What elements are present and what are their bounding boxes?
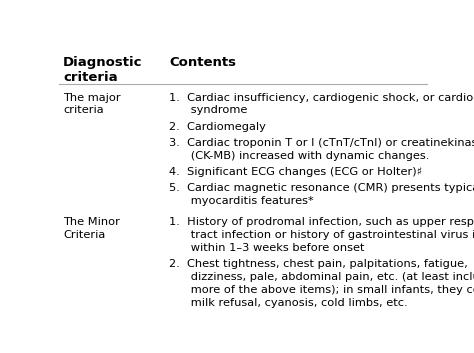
Text: 5.  Cardiac magnetic resonance (CMR) presents typical
      myocarditis features: 5. Cardiac magnetic resonance (CMR) pres… [169,184,474,206]
Text: 2.  Cardiomegaly: 2. Cardiomegaly [169,122,266,132]
Text: The Minor
Criteria: The Minor Criteria [63,217,120,240]
Text: Contents: Contents [169,56,237,69]
Text: The major
criteria: The major criteria [63,92,120,115]
Text: Diagnostic
criteria: Diagnostic criteria [63,56,142,84]
Text: 3.  Cardiac troponin T or I (cTnT/cTnI) or creatinekinase-MB
      (CK-MB) incre: 3. Cardiac troponin T or I (cTnT/cTnI) o… [169,138,474,161]
Text: 1.  History of prodromal infection, such as upper respiratory
      tract infect: 1. History of prodromal infection, such … [169,217,474,253]
Text: 1.  Cardiac insufficiency, cardiogenic shock, or cardiocerebral
      syndrome: 1. Cardiac insufficiency, cardiogenic sh… [169,92,474,115]
Text: 4.  Significant ECG changes (ECG or Holter)♯: 4. Significant ECG changes (ECG or Holte… [169,167,423,177]
Text: 2.  Chest tightness, chest pain, palpitations, fatigue,
      dizziness, pale, a: 2. Chest tightness, chest pain, palpitat… [169,259,474,308]
